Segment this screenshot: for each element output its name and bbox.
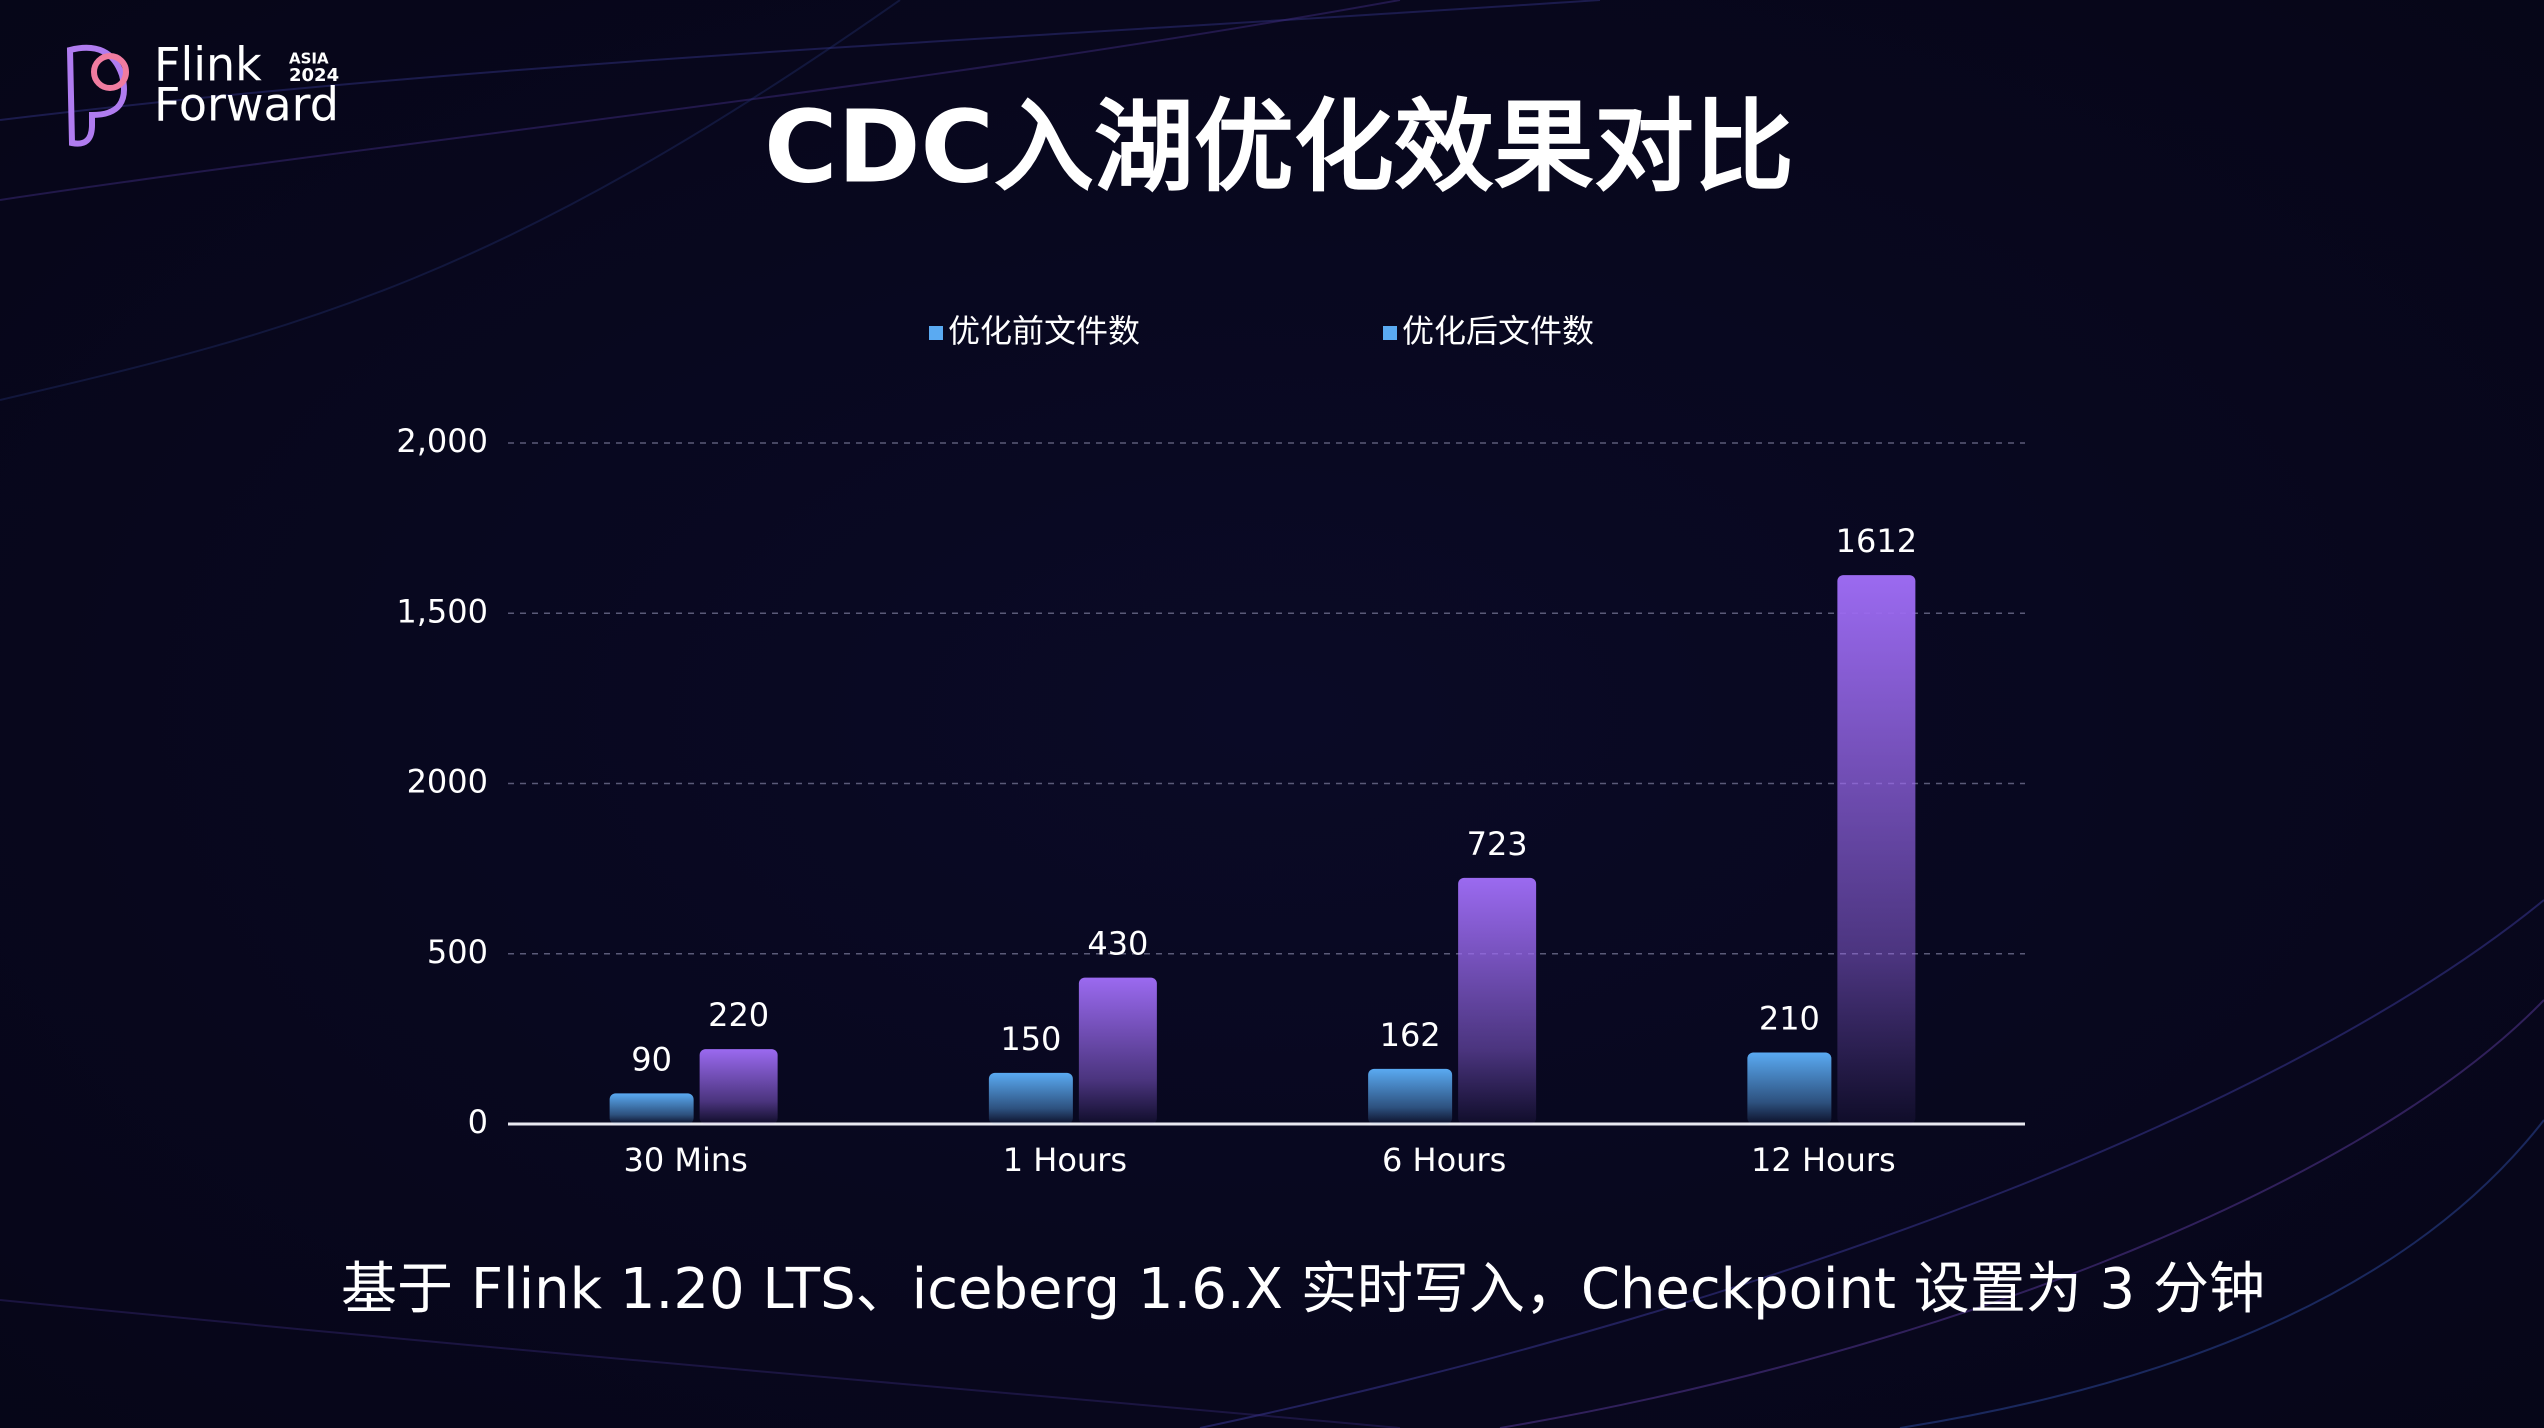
data-label: 430	[1087, 925, 1148, 963]
data-label: 1612	[1836, 522, 1917, 560]
y-tick-label: 1,500	[396, 592, 488, 630]
legend-label: 优化后文件数	[1402, 312, 1594, 350]
bar	[1078, 977, 1157, 1124]
data-label: 150	[1000, 1020, 1061, 1058]
bar	[1837, 575, 1916, 1124]
data-label: 220	[708, 996, 769, 1034]
y-tick-label: 500	[427, 933, 488, 971]
data-label: 723	[1467, 825, 1528, 863]
x-tick-label: 30 Mins	[623, 1141, 747, 1179]
logo-text: Forward	[154, 78, 339, 132]
footnote: 基于 Flink 1.20 LTS、iceberg 1.6.X 实时写入，Che…	[341, 1257, 2265, 1322]
y-tick-label: 2000	[407, 763, 488, 801]
logo-text: Flink	[154, 38, 262, 92]
legend-marker	[1383, 326, 1397, 340]
bar	[609, 1093, 694, 1124]
chart-title: CDC入湖优化效果对比	[764, 88, 1794, 205]
x-tick-label: 6 Hours	[1382, 1141, 1506, 1179]
bar	[1747, 1052, 1832, 1124]
data-label: 162	[1380, 1016, 1441, 1054]
bar	[699, 1049, 778, 1124]
data-label: 210	[1759, 999, 1820, 1037]
x-tick-label: 12 Hours	[1751, 1141, 1896, 1179]
data-label: 90	[631, 1040, 672, 1078]
bar	[1458, 877, 1537, 1124]
y-tick-label: 2,000	[396, 422, 488, 460]
x-tick-label: 1 Hours	[1003, 1141, 1127, 1179]
logo: Flink Forward ASIA 2024	[66, 38, 339, 147]
bar	[988, 1072, 1073, 1124]
logo-text: ASIA	[289, 50, 329, 68]
legend-marker	[929, 326, 943, 340]
logo-text: 2024	[289, 65, 339, 86]
y-tick-label: 0	[468, 1103, 488, 1141]
legend-label: 优化前文件数	[948, 312, 1140, 350]
bar	[1368, 1068, 1453, 1124]
